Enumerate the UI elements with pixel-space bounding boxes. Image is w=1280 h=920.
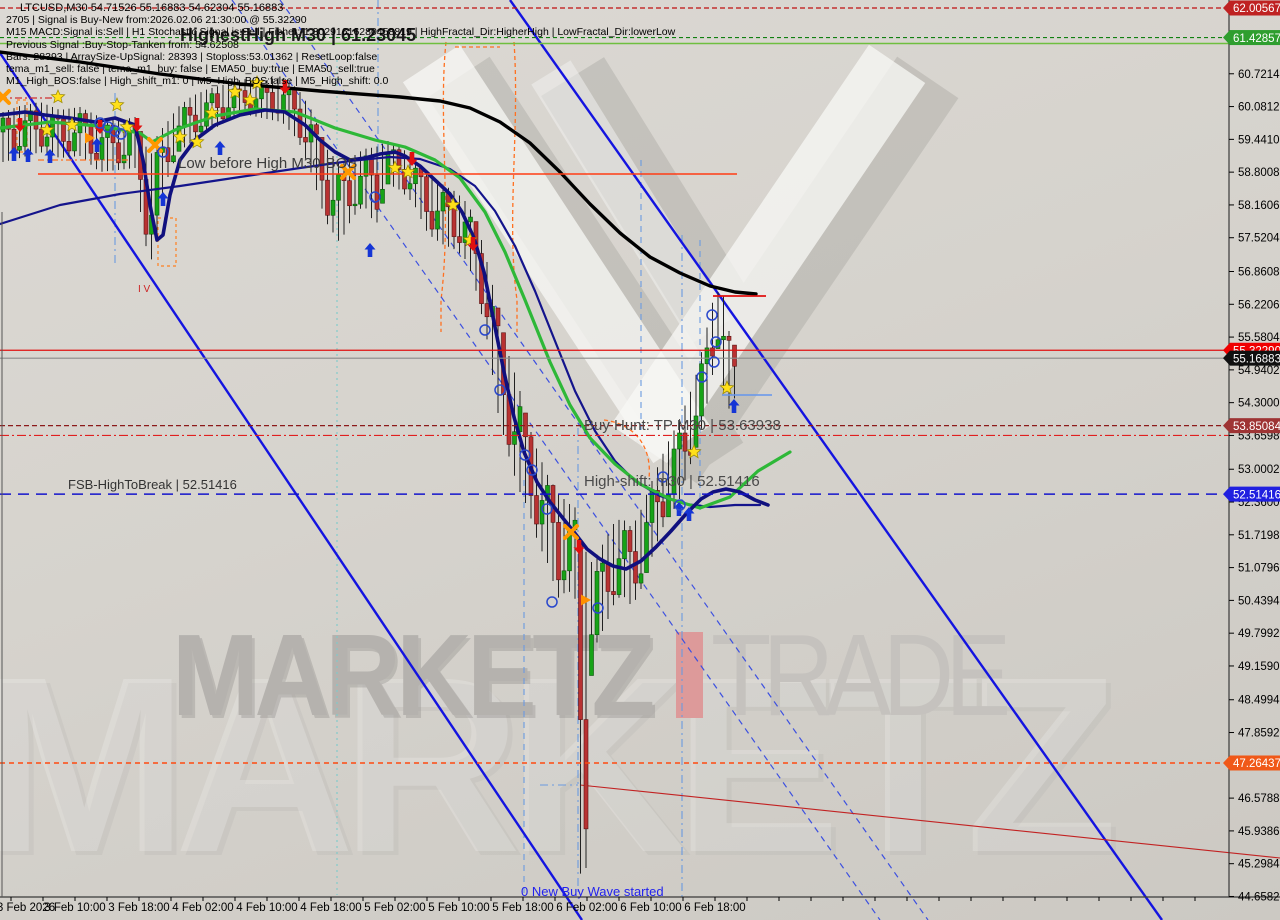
price-tick-label: 47.85920 bbox=[1238, 728, 1280, 740]
price-tick-label: 45.29840 bbox=[1238, 859, 1280, 871]
price-tick-label: 58.80080 bbox=[1238, 167, 1280, 179]
annotation-text: High-shift: m30 | 52.51416 bbox=[584, 473, 760, 490]
price-level-label-text: 62.00567 bbox=[1233, 3, 1280, 15]
horizontal-level-lines[interactable] bbox=[0, 7, 1229, 764]
time-tick-label: 4 Feb 02:00 bbox=[172, 902, 233, 914]
time-tick-label: 6 Feb 02:00 bbox=[556, 902, 617, 914]
orange-zone-objects bbox=[16, 41, 650, 479]
price-level-label-text: 61.42857 bbox=[1233, 33, 1280, 45]
watermark-giant-text: MARKETZ bbox=[0, 625, 1118, 904]
signal-status-line: 2705 | Signal is Buy-New from:2026.02.06… bbox=[6, 14, 307, 27]
price-axis[interactable]: 60.72140 60.08120 59.44100 58.80080 58.16060… bbox=[1223, 0, 1280, 904]
price-tick-label: 53.65980 bbox=[1238, 430, 1280, 442]
price-tick-label: 60.72140 bbox=[1238, 69, 1280, 81]
bars-stoploss-line: Bars: 28393 | ArraySize-UpSignal: 28393 … bbox=[6, 50, 378, 63]
time-tick-label: 6 Feb 10:00 bbox=[620, 902, 681, 914]
price-tick-label: 60.08120 bbox=[1238, 102, 1280, 114]
price-level-label-text: 55.16883 bbox=[1233, 353, 1280, 365]
price-level-label-text: 53.85084 bbox=[1233, 421, 1280, 433]
x-cross-markers bbox=[0, 89, 579, 540]
watermark-trade-text: TRADE bbox=[711, 610, 1011, 740]
time-tick-label: 5 Feb 10:00 bbox=[428, 902, 489, 914]
price-tick-label: 48.49940 bbox=[1238, 695, 1280, 707]
annotation-text: HighestHigh M30 | 61.23045 bbox=[180, 25, 416, 45]
chart-info-header: LTCUSD,M30 54.71526 55.16883 54.62304 55… bbox=[6, 2, 675, 87]
price-tick-label: 58.16060 bbox=[1238, 200, 1280, 212]
time-tick-label: 5 Feb 18:00 bbox=[492, 902, 553, 914]
annotation-text: FSB-HighToBreak | 52.51416 bbox=[68, 477, 237, 492]
price-tick-label: 57.52040 bbox=[1238, 233, 1280, 245]
watermark-brand: MARKETZ TRADE bbox=[172, 610, 1054, 740]
chart-annotations: HighestHigh M30 | 61.23045 Low before Hig… bbox=[68, 25, 781, 899]
price-tick-label: 46.57880 bbox=[1238, 793, 1280, 805]
annotation-text: Buy Hunt: TP M30 | 53.63938 bbox=[584, 417, 781, 434]
price-tick-label: 56.86080 bbox=[1238, 267, 1280, 279]
time-tick-label: 6 Feb 18:00 bbox=[684, 902, 745, 914]
price-level-label bbox=[1230, 755, 1280, 771]
price-level-label bbox=[1230, 350, 1280, 366]
price-tick-label: 51.07960 bbox=[1238, 563, 1280, 575]
indicator-status-line: M15 MACD:Signal is:Sell | H1 Stochastic … bbox=[6, 26, 676, 39]
annotation-text: Low before High M30-BOS bbox=[178, 155, 357, 172]
watermark-separator-bar bbox=[676, 632, 704, 718]
bos-shift-line: M1_High_BOS:false | High_shift_m1: 0 | M… bbox=[6, 75, 389, 88]
price-level-label-text: 52.51416 bbox=[1233, 489, 1280, 501]
price-tick-label: 44.65820 bbox=[1238, 891, 1280, 903]
price-tick-label: 53.00020 bbox=[1238, 464, 1280, 476]
time-tick-label: 3 Feb 2026 bbox=[0, 902, 55, 914]
buy-arrow-markers bbox=[8, 138, 740, 521]
time-tick-label: 5 Feb 02:00 bbox=[364, 902, 425, 914]
annotation-text: I V bbox=[138, 284, 151, 295]
price-tick-label: 45.93860 bbox=[1238, 826, 1280, 838]
price-tick-label: 55.58040 bbox=[1238, 332, 1280, 344]
time-tick-label: 4 Feb 10:00 bbox=[236, 902, 297, 914]
sell-arrow-markers bbox=[14, 80, 585, 554]
previous-signal-line: Previous Signal :Buy-Stop-Tanken from: 5… bbox=[6, 38, 239, 51]
price-tick-label: 54.94020 bbox=[1238, 365, 1280, 377]
annotation-text: 0 New Buy Wave started bbox=[521, 884, 664, 899]
price-level-label bbox=[1230, 0, 1280, 16]
price-tick-label: 49.79920 bbox=[1238, 628, 1280, 640]
price-tick-label: 59.44100 bbox=[1238, 134, 1280, 146]
time-tick-label: 4 Feb 18:00 bbox=[300, 902, 361, 914]
time-tick-label: 3 Feb 18:00 bbox=[108, 902, 169, 914]
price-level-label bbox=[1230, 30, 1280, 46]
price-level-label bbox=[1230, 418, 1280, 434]
price-tick-label: 54.30000 bbox=[1238, 398, 1280, 410]
ring-markers bbox=[94, 117, 722, 614]
price-level-label bbox=[1230, 486, 1280, 502]
price-tick-label: 49.15900 bbox=[1238, 661, 1280, 673]
watermark-marketz-text: MARKETZ bbox=[172, 610, 655, 740]
short-level-segments bbox=[0, 97, 772, 786]
price-tick-label: 51.71980 bbox=[1238, 530, 1280, 542]
price-tick-label: 50.43940 bbox=[1238, 595, 1280, 607]
price-level-label-text: 47.26437 bbox=[1233, 758, 1280, 770]
ma-black-slow bbox=[0, 50, 758, 296]
signal-markers bbox=[0, 75, 740, 614]
tema-ema-line: tema_m1_sell: false | tema_m1_buy: false… bbox=[6, 63, 375, 76]
price-tick-label: 56.22060 bbox=[1238, 299, 1280, 311]
orange-arrow-markers bbox=[85, 132, 591, 606]
ma-navy-fast bbox=[0, 108, 770, 571]
time-tick-label: 3 Feb 10:00 bbox=[44, 902, 105, 914]
chart-title-ohlc: LTCUSD,M30 54.71526 55.16883 54.62304 55… bbox=[20, 2, 284, 14]
